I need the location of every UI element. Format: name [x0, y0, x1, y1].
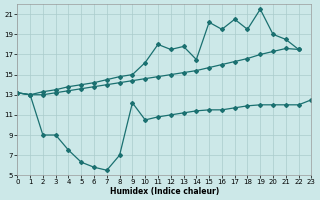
X-axis label: Humidex (Indice chaleur): Humidex (Indice chaleur) [110, 187, 219, 196]
